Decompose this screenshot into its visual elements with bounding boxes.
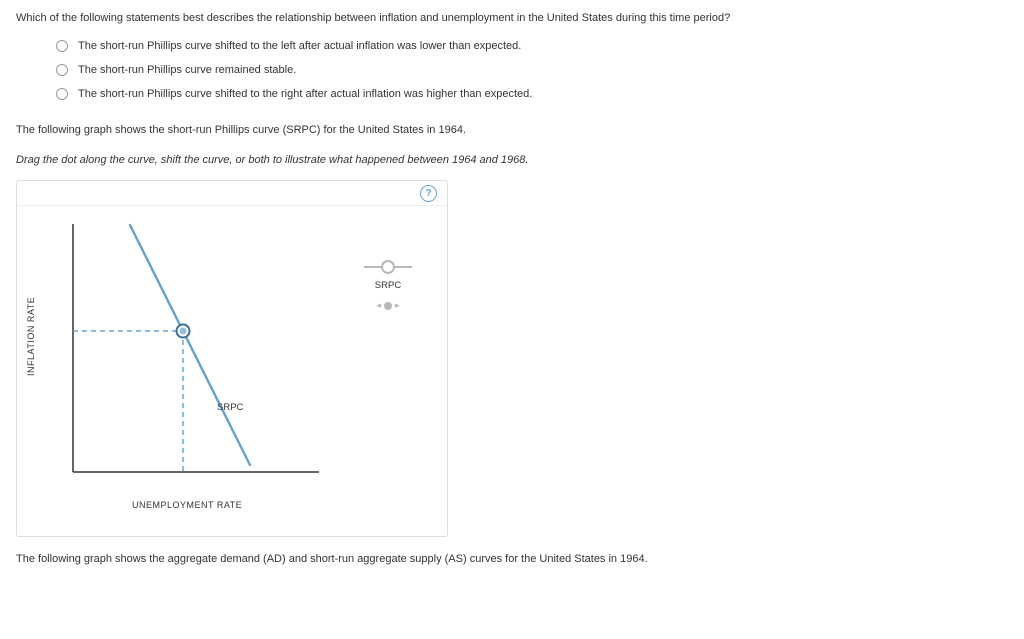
option-row[interactable]: The short-run Phillips curve shifted to … xyxy=(56,88,1008,100)
arrow-right-icon: ▸ xyxy=(395,301,400,310)
legend-dot-icon xyxy=(381,260,395,274)
option-label: The short-run Phillips curve shifted to … xyxy=(78,88,532,100)
options-group: The short-run Phillips curve shifted to … xyxy=(56,40,1008,100)
legend-series-marker[interactable] xyxy=(353,260,423,274)
question-text: Which of the following statements best d… xyxy=(16,12,1008,24)
option-row[interactable]: The short-run Phillips curve shifted to … xyxy=(56,40,1008,52)
radio-icon[interactable] xyxy=(56,64,68,76)
legend-series-label: SRPC xyxy=(353,280,423,291)
option-label: The short-run Phillips curve remained st… xyxy=(78,64,296,76)
curve-label: SRPC xyxy=(217,402,243,413)
intro-text: The following graph shows the short-run … xyxy=(16,124,1008,136)
arrow-left-icon: ◂ xyxy=(376,301,381,310)
chart-body[interactable]: INFLATION RATE UNEMPLOYMENT RATE SRPC SR… xyxy=(17,206,447,536)
option-label: The short-run Phillips curve shifted to … xyxy=(78,40,521,52)
help-icon[interactable]: ? xyxy=(420,185,437,202)
legend-line-icon xyxy=(394,266,412,268)
radio-icon[interactable] xyxy=(56,40,68,52)
y-axis-label: INFLATION RATE xyxy=(26,297,36,376)
option-row[interactable]: The short-run Phillips curve remained st… xyxy=(56,64,1008,76)
chart-legend: SRPC ◂ ▸ xyxy=(353,260,423,310)
legend-point-marker[interactable]: ◂ ▸ xyxy=(353,301,423,310)
x-axis-label: UNEMPLOYMENT RATE xyxy=(132,500,242,510)
phillips-curve-chart[interactable] xyxy=(65,220,325,480)
chart-panel: ? INFLATION RATE UNEMPLOYMENT RATE SRPC … xyxy=(16,180,448,537)
legend-point-icon xyxy=(384,302,392,310)
legend-line-icon xyxy=(364,266,382,268)
radio-icon[interactable] xyxy=(56,88,68,100)
footer-text: The following graph shows the aggregate … xyxy=(16,553,1008,565)
chart-header: ? xyxy=(17,181,447,206)
directions-text: Drag the dot along the curve, shift the … xyxy=(16,154,1008,166)
